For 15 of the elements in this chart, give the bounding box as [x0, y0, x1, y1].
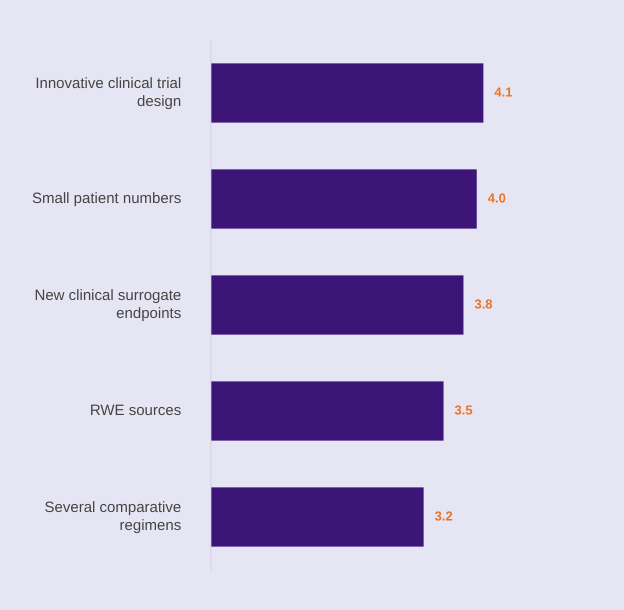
bar [211, 63, 484, 123]
y-tick-label: Innovative clinical trial design [35, 75, 182, 110]
bar [211, 169, 477, 229]
y-tick-label: RWE sources [90, 402, 182, 420]
data-label: 4.0 [488, 190, 506, 206]
y-tick-label: Several comparative regimens [44, 499, 182, 534]
y-tick-label: Small patient numbers [32, 190, 182, 208]
bar [211, 487, 424, 547]
data-label: 4.1 [494, 84, 512, 100]
bar [211, 381, 444, 441]
data-label: 3.8 [474, 296, 493, 312]
data-label: 3.5 [454, 402, 473, 418]
data-label: 3.2 [434, 508, 453, 524]
bar [211, 275, 464, 335]
y-tick-label: New clinical surrogate endpoints [34, 287, 182, 322]
